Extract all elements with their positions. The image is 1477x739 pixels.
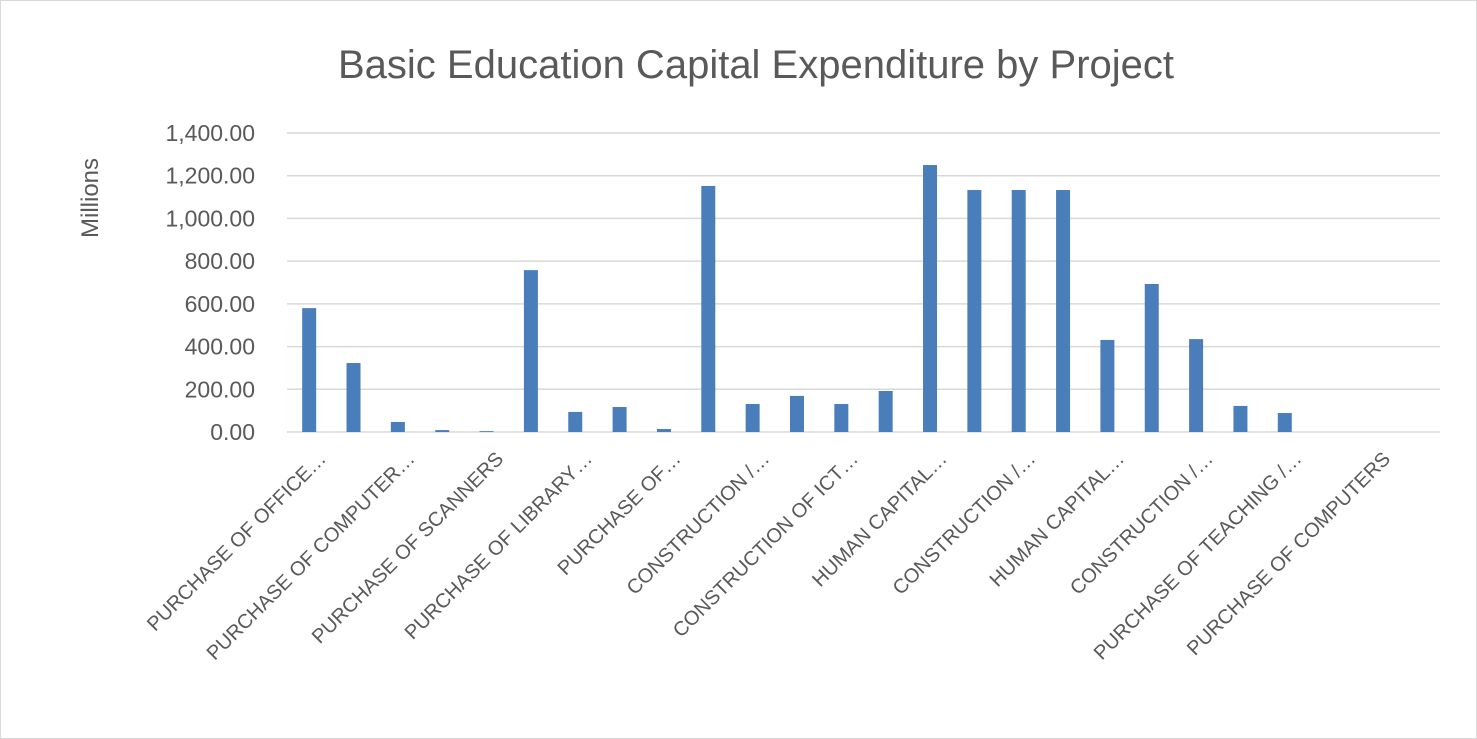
bar [789,395,804,432]
bar [1056,190,1071,432]
y-tick-label: 1,400.00 [165,120,255,146]
bar [656,429,671,432]
y-tick-label: 1,200.00 [165,163,255,189]
bar [523,270,538,432]
y-tick-label: 400.00 [185,334,255,360]
bar [479,431,494,432]
bar [701,185,716,432]
chart-title: Basic Education Capital Expenditure by P… [338,43,1174,87]
bar [390,421,405,432]
y-tick-label: 200.00 [185,376,255,402]
bar [834,404,849,432]
bar [1011,190,1026,432]
bar [1233,405,1248,432]
bar [612,407,627,432]
bar [878,390,893,432]
bar [568,411,583,432]
bar [967,190,982,432]
bar [1189,339,1204,432]
y-axis-label: Millions [77,158,104,238]
bar [435,430,450,432]
y-tick-label: 800.00 [185,248,255,274]
bar [1144,283,1159,432]
y-tick-label: 600.00 [185,291,255,317]
bar [302,308,317,432]
y-tick-label: 1,000.00 [165,205,255,231]
bar [1277,412,1292,432]
bar [346,363,361,432]
bar [923,165,938,433]
y-tick-label: 0.00 [210,419,255,445]
bar [745,404,760,432]
bar [1100,339,1115,432]
